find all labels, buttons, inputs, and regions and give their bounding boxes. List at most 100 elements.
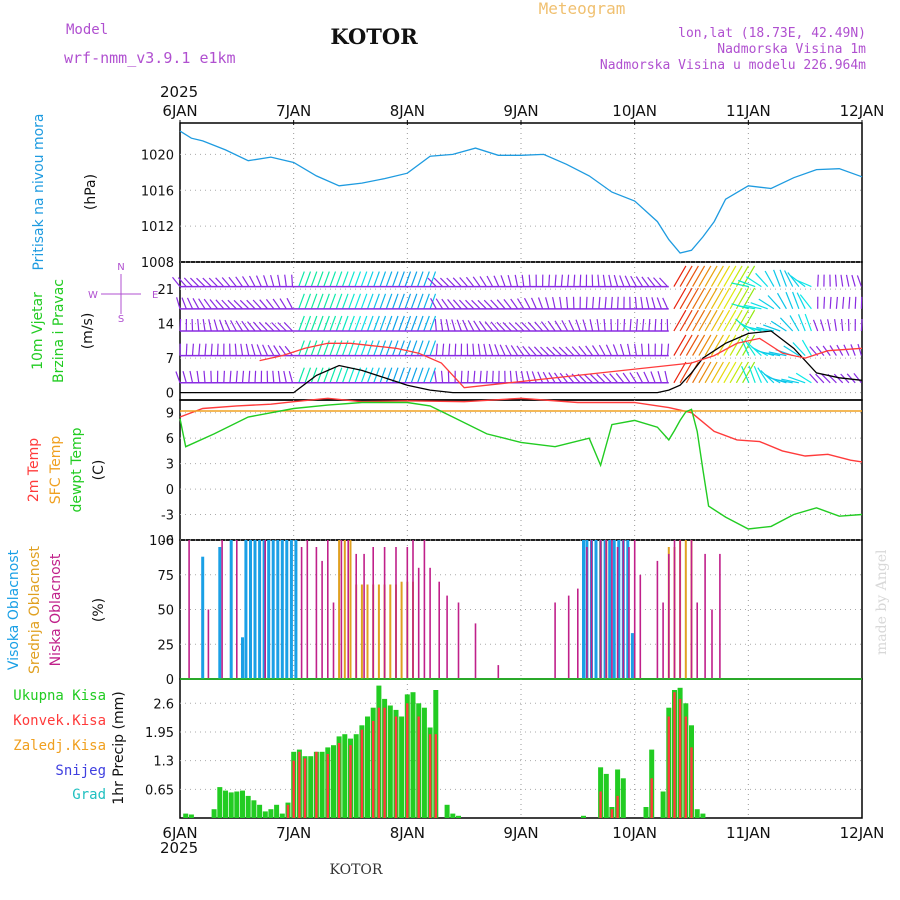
wind-barb <box>561 320 569 332</box>
wind-barb <box>741 366 750 384</box>
low-cloud-bar <box>332 602 335 679</box>
wind-barb <box>492 370 494 383</box>
conv-precip-bar <box>610 809 614 818</box>
low-cloud-bar <box>679 540 681 679</box>
wind-barb <box>573 274 576 287</box>
wind-barb <box>659 277 669 288</box>
wind-barb <box>496 299 506 310</box>
low-cloud-bar <box>622 540 625 679</box>
wind-barb <box>792 291 800 310</box>
wind-barb <box>692 265 706 287</box>
low-cloud-bar <box>577 588 579 679</box>
conv-precip-bar <box>286 804 290 818</box>
wind-barb <box>198 298 206 310</box>
wind-barb <box>310 367 318 384</box>
total-precip-bar <box>188 814 194 818</box>
high-cloud-bar <box>630 633 634 679</box>
wind-barb <box>514 274 519 287</box>
y-tick-label: 0 <box>166 483 174 498</box>
wind-barb <box>221 299 231 310</box>
wind-barb <box>698 334 712 356</box>
wind-barb <box>252 321 262 332</box>
wind-barb <box>392 271 399 287</box>
altitude-label: Nadmorska Visina 1m <box>717 42 866 57</box>
pressure-ylabel: Pritisak na nivou mora <box>31 113 47 270</box>
wind-barb <box>605 344 612 356</box>
mid-cloud-bar <box>360 584 363 679</box>
wind-barb <box>472 276 481 287</box>
low-cloud-bar <box>446 595 448 679</box>
low-cloud-bar <box>221 540 223 679</box>
wind-barb <box>578 345 587 356</box>
wind-barb <box>840 274 844 287</box>
wind-barb <box>323 293 330 310</box>
x-tick-label-top: 8JAN <box>390 102 425 120</box>
wind-barb <box>471 299 481 310</box>
total-precip-bar <box>211 809 217 818</box>
wind-barb <box>304 315 312 332</box>
x-tick-label-top: 10JAN <box>612 102 657 120</box>
conv-precip-bar <box>616 795 619 818</box>
wind-barb <box>447 299 456 310</box>
wind-barb <box>379 340 387 356</box>
wind-barb <box>750 302 768 310</box>
wind-barb <box>379 367 387 384</box>
wind-barb <box>781 378 800 384</box>
wind-barb <box>554 274 557 287</box>
wind-barb <box>246 299 256 310</box>
wind-barb <box>585 296 588 309</box>
wind-barb <box>448 343 451 356</box>
low-cloud-bar <box>690 540 693 679</box>
wind-barb <box>417 293 424 310</box>
wind-barb <box>385 367 393 384</box>
wind-barb <box>310 293 318 310</box>
wind-barb <box>304 271 312 287</box>
wind-barb <box>679 287 693 310</box>
conv-precip-bar <box>673 692 676 818</box>
wind-barb <box>642 318 645 332</box>
wind-barb <box>272 370 275 383</box>
conv-precip-bar <box>292 760 295 818</box>
low-cloud-bar <box>315 547 318 679</box>
total-precip-bar <box>603 773 609 818</box>
temp-series-line-2 <box>179 401 863 530</box>
wind-barb <box>521 321 531 332</box>
x-tick-label-top: 9JAN <box>503 102 538 120</box>
y-tick-label: 0.65 <box>145 783 174 798</box>
wind-barb <box>373 271 380 287</box>
wind-barb <box>440 370 444 383</box>
wind-barb <box>502 321 512 332</box>
wind-barb <box>767 295 781 310</box>
wind-barb <box>496 321 506 332</box>
x-tick-label-bottom: 10JAN <box>612 824 657 842</box>
wind-barb <box>191 343 194 356</box>
wind-barb <box>698 361 712 384</box>
precip-legend-item: Snijeg <box>55 763 106 779</box>
wind-barb <box>175 371 181 384</box>
wind-barb <box>779 269 787 287</box>
wind-barb <box>592 296 595 309</box>
wind-barb <box>843 344 850 356</box>
mid-cloud-bar <box>377 584 380 679</box>
year-bottom: 2025 <box>160 839 198 857</box>
wind-barb <box>597 274 600 287</box>
wind-barb <box>458 299 469 310</box>
wind-barb <box>284 345 293 356</box>
x-tick-label-bottom: 9JAN <box>503 824 538 842</box>
wind-barb <box>729 287 743 310</box>
wind-barb <box>792 342 806 357</box>
wind-barb <box>819 319 825 332</box>
high-cloud-bar <box>626 540 630 679</box>
wind-barb <box>177 277 187 287</box>
year-top: 2025 <box>160 83 198 101</box>
wind-barb <box>467 320 475 332</box>
wind-barb <box>558 346 569 357</box>
wind-barb <box>508 322 519 332</box>
low-cloud-bar <box>188 540 190 679</box>
wind-barb <box>298 271 305 287</box>
wind-barb <box>514 322 525 332</box>
high-cloud-bar <box>280 540 284 679</box>
low-cloud-bar <box>673 540 676 679</box>
wind-barb <box>404 367 412 384</box>
